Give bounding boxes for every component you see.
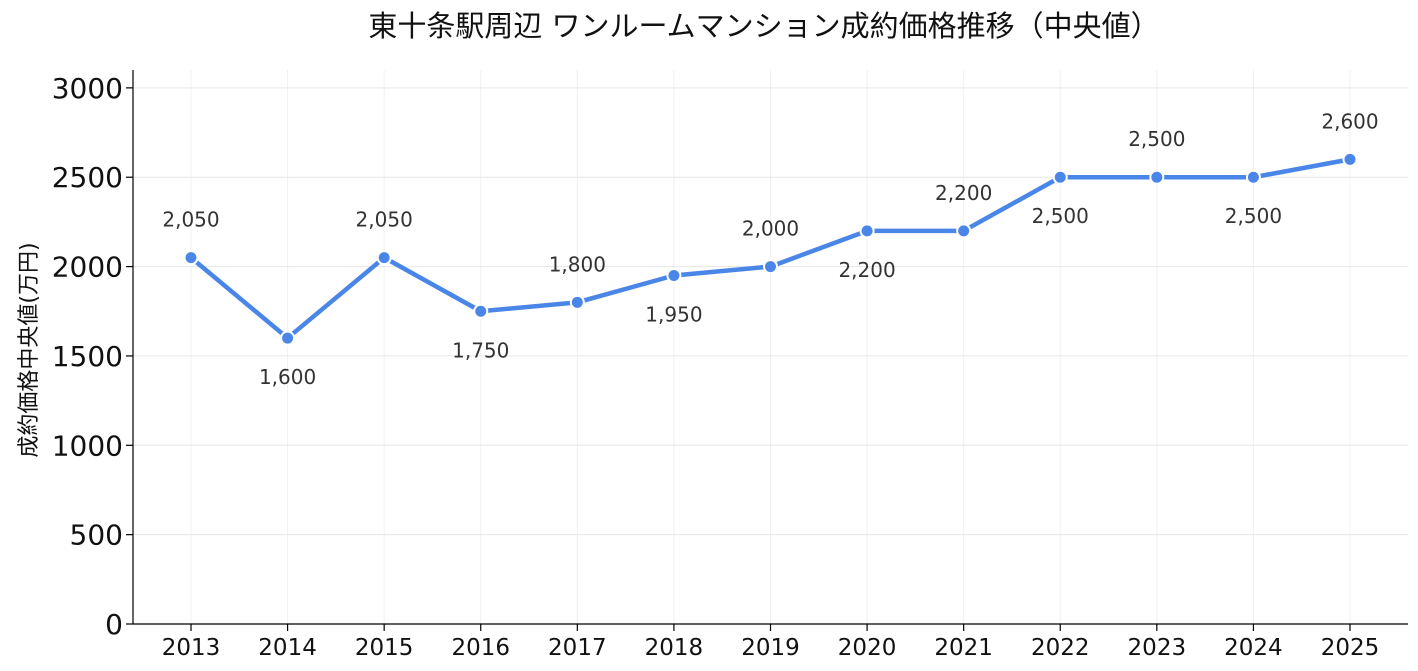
series-points xyxy=(183,151,1358,346)
x-tick-label: 2020 xyxy=(838,635,897,661)
y-tick-label: 1000 xyxy=(52,429,123,462)
data-label: 1,600 xyxy=(259,365,316,389)
data-point xyxy=(183,250,199,266)
y-tick-label: 2000 xyxy=(52,251,123,284)
x-tick-label: 2017 xyxy=(548,635,607,661)
data-point xyxy=(280,330,296,346)
y-axis-label: 成約価格中央値(万円) xyxy=(17,242,42,457)
data-point xyxy=(859,223,875,239)
data-label: 2,050 xyxy=(356,208,413,232)
data-point xyxy=(376,250,392,266)
x-tick-label: 2024 xyxy=(1224,635,1283,661)
data-point xyxy=(1245,169,1261,185)
data-label: 2,500 xyxy=(1032,204,1089,228)
data-point xyxy=(1342,151,1358,167)
data-label: 1,950 xyxy=(645,303,702,327)
data-label: 2,200 xyxy=(838,258,895,282)
x-tick-label: 2025 xyxy=(1321,635,1380,661)
grid xyxy=(133,70,1408,625)
x-tick-label: 2015 xyxy=(355,635,414,661)
data-label: 2,000 xyxy=(742,217,799,241)
data-label: 2,500 xyxy=(1225,204,1282,228)
x-tick-label: 2013 xyxy=(162,635,221,661)
data-label: 1,750 xyxy=(452,338,509,362)
x-tick-label: 2016 xyxy=(451,635,510,661)
chart-title: 東十条駅周辺 ワンルームマンション成約価格推移（中央値） xyxy=(368,9,1159,43)
data-label: 2,200 xyxy=(935,181,992,205)
x-tick-label: 2021 xyxy=(934,635,993,661)
data-point xyxy=(473,303,489,319)
data-point xyxy=(956,223,972,239)
data-point xyxy=(1149,169,1165,185)
data-label: 2,600 xyxy=(1321,109,1378,133)
data-point xyxy=(763,259,778,275)
axes xyxy=(126,70,1408,631)
y-tick-label: 0 xyxy=(105,608,123,641)
x-tick-label: 2022 xyxy=(1031,635,1090,661)
y-tick-label: 1500 xyxy=(52,340,123,373)
data-label: 2,500 xyxy=(1128,127,1185,151)
y-tick-label: 2500 xyxy=(52,161,123,194)
y-tick-label: 3000 xyxy=(52,72,123,105)
data-point xyxy=(569,294,585,310)
x-tick-label: 2019 xyxy=(741,635,800,661)
x-tick-label: 2023 xyxy=(1128,635,1187,661)
data-labels: 2,050 1,600 2,050 1,750 1,800 1,950 2,000 2,200… xyxy=(162,109,1378,389)
data-label: 1,800 xyxy=(549,252,606,276)
data-point xyxy=(1052,169,1068,185)
y-tick-label: 500 xyxy=(70,519,123,552)
data-label: 2,050 xyxy=(162,208,219,232)
x-tick-label: 2014 xyxy=(258,635,317,661)
x-tick-label: 2018 xyxy=(645,635,704,661)
data-point xyxy=(666,268,682,284)
tick-labels: 0 500 1000 1500 2000 2500 3000 2013 2014 2015 2016… xyxy=(52,72,1380,661)
